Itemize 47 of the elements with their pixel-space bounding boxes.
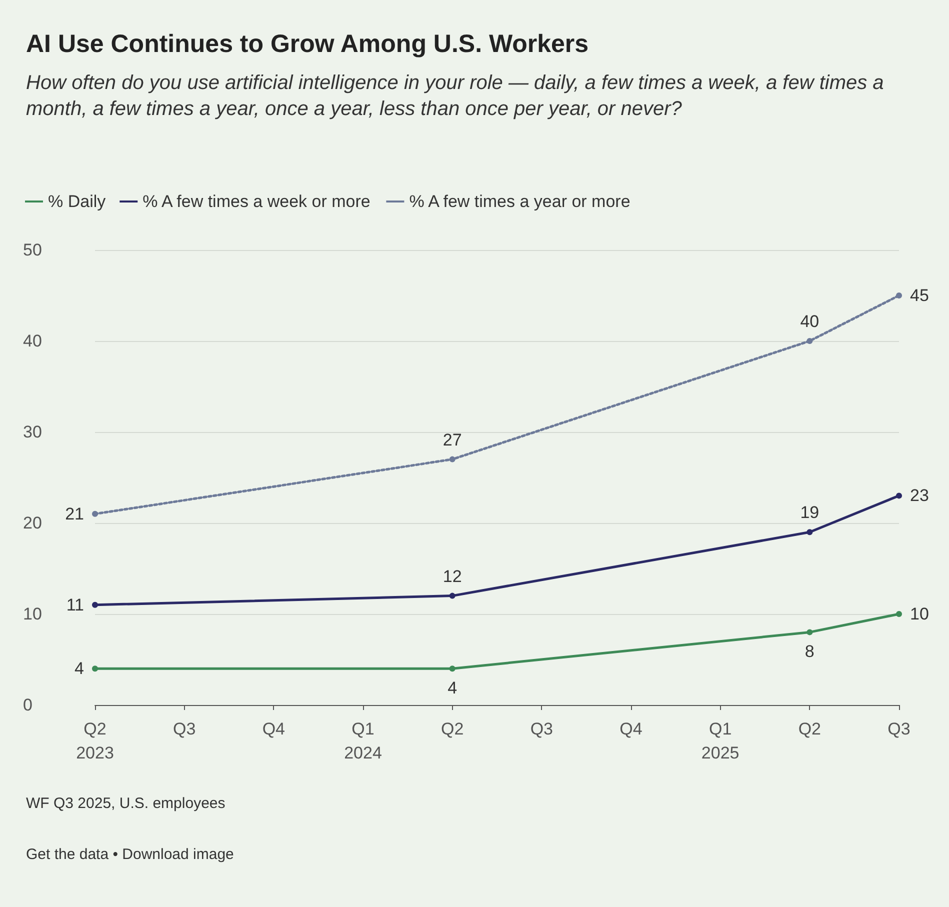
data-label: 21 <box>65 504 84 524</box>
point <box>449 456 456 462</box>
data-label: 4 <box>74 659 84 678</box>
point <box>92 602 98 608</box>
data-label: 27 <box>442 430 462 450</box>
chart-subtitle: How often do you use artificial intelligence in your role — daily, a few times a week, a few times a month, a few times a year, once a year, less than once per year, or never? <box>26 71 885 122</box>
point <box>806 529 813 536</box>
data-label: 8 <box>804 642 814 662</box>
data-label: 40 <box>800 312 820 331</box>
y-tick-label: 30 <box>23 422 42 442</box>
legend-label: % A few times a week or more <box>142 192 370 211</box>
data-label: 10 <box>910 604 929 624</box>
y-tick-label: 50 <box>23 240 42 260</box>
point <box>896 292 902 298</box>
text: Get the data • Download image <box>26 846 234 863</box>
point <box>92 510 98 517</box>
data-label: 12 <box>442 566 462 586</box>
data-label: 4 <box>448 678 458 698</box>
data-label: 45 <box>910 286 929 305</box>
y-tick-label: 0 <box>23 696 32 714</box>
text: WF Q3 2025, U.S. employees <box>26 795 226 812</box>
data-label: 23 <box>910 486 929 506</box>
legend-label: % A few times a year or more <box>409 192 630 211</box>
y-tick-label: 10 <box>23 604 42 624</box>
point <box>806 338 813 344</box>
chart-title: AI Use Continues to Grow Among U.S. Workers <box>26 30 589 59</box>
x-tick-label: Q2 <box>440 720 464 738</box>
x-tick-label: Q1 2025 <box>701 720 740 762</box>
x-tick-label: Q3 <box>172 720 196 738</box>
x-tick-label: Q2 2023 <box>76 720 114 762</box>
x-tick-label: Q1 2024 <box>344 720 382 762</box>
point <box>896 492 902 499</box>
x-tick-label: Q4 <box>620 720 642 738</box>
point <box>92 666 98 672</box>
y-tick-label: 40 <box>23 332 42 350</box>
data-label: 19 <box>800 503 820 522</box>
point <box>806 629 813 636</box>
point <box>449 666 456 672</box>
x-tick-label: Q3 <box>888 720 910 738</box>
point <box>449 592 456 599</box>
data-label: 11 <box>66 595 84 614</box>
point <box>896 611 902 617</box>
y-tick-label: 20 <box>23 514 42 532</box>
x-tick-label: Q3 <box>530 720 554 738</box>
x-tick-label: Q2 <box>798 720 822 738</box>
legend-label: % Daily <box>48 192 106 211</box>
x-tick-label: Q4 <box>262 720 286 738</box>
